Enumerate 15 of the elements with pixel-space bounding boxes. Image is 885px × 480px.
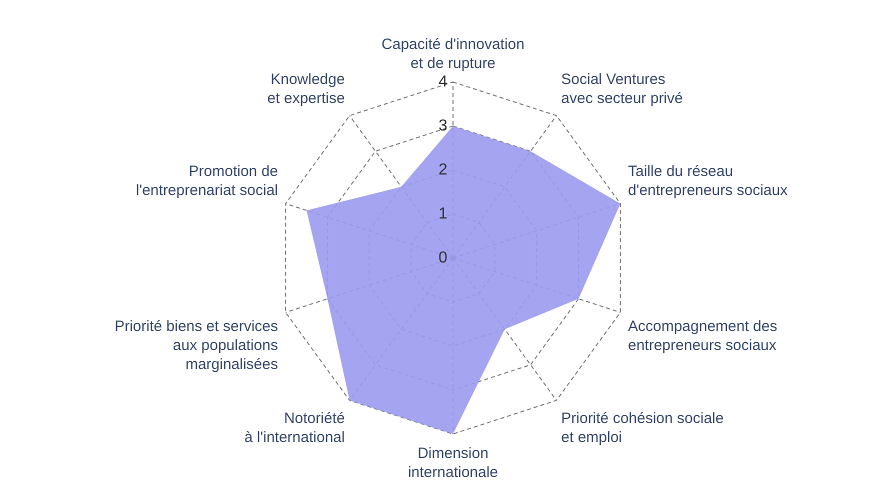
spoke-label: Knowledge et expertise — [267, 71, 345, 108]
y-tick-label: 1 — [438, 206, 448, 222]
spoke-label: Dimension internationale — [408, 445, 498, 480]
spoke-label: Priorité cohésion sociale et emploi — [561, 410, 724, 446]
spoke-label: Capacité d'innovation et de rupture — [382, 36, 524, 72]
spoke-label: Priorité biens et services aux populations marginalisées — [114, 318, 278, 373]
y-tick-label: 2 — [438, 162, 448, 178]
spoke-label: Accompagnement des entrepreneurs sociaux — [628, 318, 778, 354]
spoke-label: Taille du réseau d'entrepreneurs sociaux — [628, 163, 788, 200]
spoke-label: Promotion de l'entreprenariat social — [136, 163, 278, 200]
spoke-label: Social Ventures avec secteur privé — [561, 71, 683, 108]
y-tick-label: 3 — [438, 118, 448, 134]
y-tick-label: 4 — [438, 74, 448, 90]
spoke-label: Notoriété à l'international — [244, 410, 345, 446]
y-tick-label: 0 — [438, 250, 448, 266]
